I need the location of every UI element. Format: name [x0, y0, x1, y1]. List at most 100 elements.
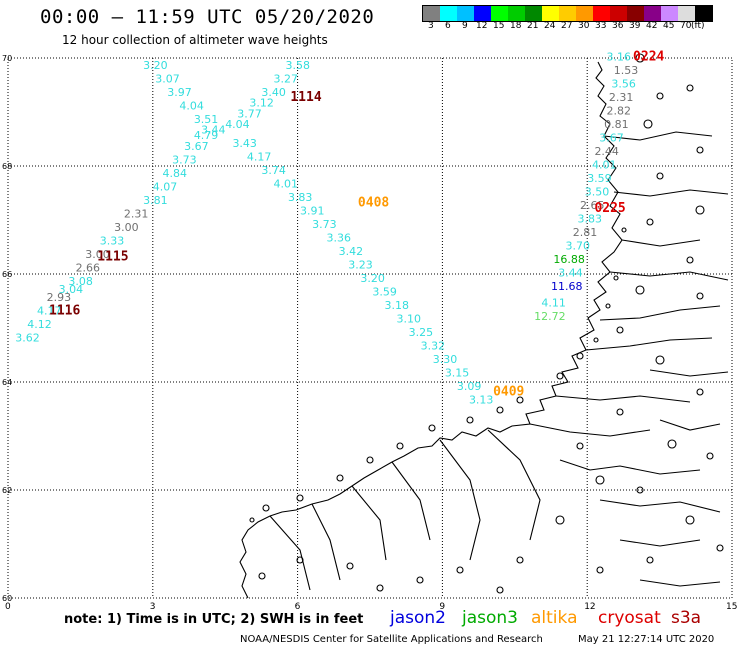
lat-label: 64: [2, 378, 12, 387]
fjord-outline: [603, 131, 713, 141]
lat-lon-grid: [7, 57, 733, 599]
island-outline: [258, 572, 266, 580]
legend-label: 45: [663, 21, 675, 31]
lon-label: 15: [726, 602, 737, 612]
swh-value: 2.65: [580, 199, 605, 212]
legend-swatch: [457, 6, 474, 21]
legend-swatch: [525, 6, 542, 21]
swh-value: 3.12: [249, 97, 273, 110]
lat-label: 60: [2, 594, 12, 603]
swh-value: 3.81: [143, 194, 168, 207]
fjord-outline: [599, 499, 721, 513]
fjord-outline: [487, 429, 541, 541]
credit-line: NOAA/NESDIS Center for Satellite Applica…: [240, 634, 543, 645]
swh-value: 4.11: [541, 296, 566, 309]
swh-value: 3.36: [327, 232, 352, 245]
island-outline: [621, 227, 627, 233]
fjord-outline: [639, 579, 721, 587]
swh-value: 3.73: [312, 218, 337, 231]
island-outline: [396, 442, 404, 450]
swh-value: 4.01: [273, 178, 298, 191]
legend-swatch: [576, 6, 593, 21]
swh-value: 3.42: [339, 245, 364, 258]
lat-label: 70: [2, 54, 12, 63]
fjord-outline: [351, 485, 387, 561]
island-outline: [595, 475, 605, 485]
legend-swatch: [695, 6, 712, 21]
swh-value: 4.01: [592, 159, 617, 172]
lat-label: 62: [2, 486, 12, 495]
island-outline: [366, 456, 374, 464]
swh-value: 3.30: [433, 353, 458, 366]
island-outline: [686, 256, 694, 264]
swh-value: 2.82: [607, 105, 632, 118]
satellite-label: altika: [531, 608, 578, 628]
swh-value: 3.74: [261, 164, 286, 177]
island-outline: [656, 92, 664, 100]
swh-value: 3.32: [421, 340, 446, 353]
island-outline: [346, 562, 354, 570]
island-outline: [596, 566, 604, 574]
fjord-outline: [599, 305, 721, 321]
swh-value: 3.04: [59, 283, 84, 296]
swh-value: 3.15: [445, 367, 470, 380]
fjord-outline: [439, 439, 481, 561]
island-outline: [249, 517, 255, 523]
legend-swatch: [593, 6, 610, 21]
swh-value: 3.83: [288, 191, 313, 204]
swh-value: 3.44: [558, 267, 583, 280]
swh-value: 4.17: [247, 151, 271, 164]
swh-value: 3.44: [201, 124, 226, 137]
island-outline: [655, 355, 665, 365]
lat-label: 66: [2, 270, 12, 279]
island-outline: [696, 146, 704, 154]
legend-swatch: [661, 6, 678, 21]
lon-label: 0: [5, 602, 11, 612]
swh-value: 3.10: [397, 313, 422, 326]
pass-time-label: 0409: [493, 385, 524, 400]
fjord-outline: [269, 515, 311, 591]
island-outline: [428, 424, 436, 432]
satellite-label: jason2: [390, 608, 446, 628]
legend-label: 9: [462, 21, 468, 31]
legend-swatch: [423, 6, 440, 21]
legend-swatch: [627, 6, 644, 21]
island-outline: [636, 486, 644, 494]
lat-label: 68: [2, 162, 12, 171]
fjord-outline: [649, 369, 729, 377]
swh-value: 3.20: [360, 272, 385, 285]
fjord-outline: [609, 271, 729, 281]
legend-label: 3: [428, 21, 434, 31]
island-outline: [296, 556, 304, 564]
swh-value: 3.59: [372, 286, 397, 299]
legend-label: 24: [544, 21, 556, 31]
swh-value: 3.97: [167, 86, 192, 99]
island-outline: [296, 494, 304, 502]
swh-value: 3.09: [457, 380, 482, 393]
legend-swatch: [610, 6, 627, 21]
legend-label: 27: [561, 21, 573, 31]
swh-value: 3.33: [100, 234, 125, 247]
island-outline: [646, 218, 654, 226]
legend-swatch: [508, 6, 525, 21]
swh-value: 1.53: [614, 64, 639, 77]
island-outline: [616, 408, 624, 416]
island-outline: [646, 556, 654, 564]
legend-label: 42: [646, 21, 658, 31]
island-outline: [496, 586, 504, 594]
fjord-outline: [391, 461, 431, 541]
swh-value: 2.81: [573, 226, 598, 239]
swh-value: 3.25: [409, 326, 434, 339]
units-note: note: 1) Time is in UTC; 2) SWH is in fe…: [64, 612, 364, 627]
island-outline: [716, 544, 724, 552]
legend-label: 39: [629, 21, 641, 31]
legend-label: (ft): [691, 21, 705, 31]
chart-subtitle: 12 hour collection of altimeter wave hei…: [62, 33, 328, 47]
pass-time-label: 0224: [633, 50, 664, 65]
lon-label: 3: [150, 602, 156, 612]
swh-value: 11.68: [551, 280, 583, 293]
pass-time-label: 0408: [358, 196, 389, 211]
legend-label: 6: [445, 21, 451, 31]
island-outline: [376, 584, 384, 592]
swh-value: 3.08: [68, 275, 93, 288]
